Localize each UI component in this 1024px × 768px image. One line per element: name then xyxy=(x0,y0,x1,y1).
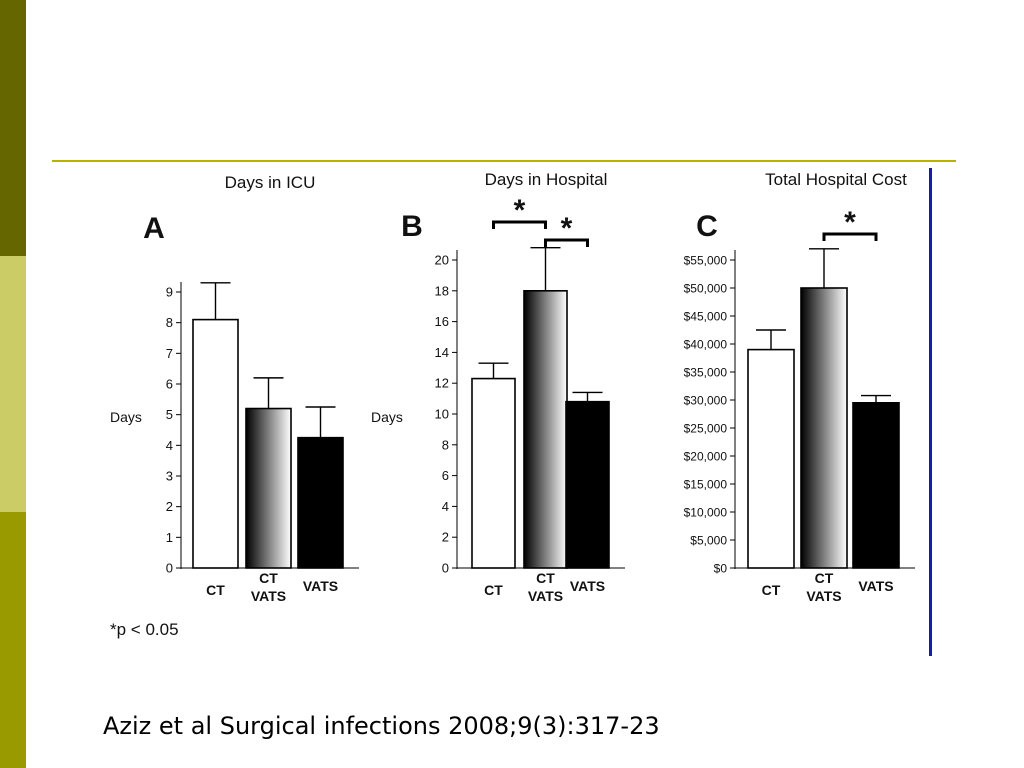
panel-a-category-label: VATS xyxy=(303,578,338,594)
panel-c-y-tick-label: $35,000 xyxy=(684,366,728,380)
figure: Days in ICU A 0 1 2 3 4 5 6 7 8 9 Days CT CT VATS VATS Da… xyxy=(110,166,930,656)
panel-c-letter: C xyxy=(696,210,718,243)
panel-c-y-tick-label: $45,000 xyxy=(684,310,728,324)
panel-a-y-tick-label: 2 xyxy=(166,499,173,514)
panel-b-y-tick-label: 0 xyxy=(442,561,449,576)
panel-b-y-tick-label: 4 xyxy=(442,499,449,514)
panel-c-y-tick-label: $0 xyxy=(714,562,728,576)
panel-a-bar xyxy=(192,318,239,569)
panel-b-y-tick-label: 16 xyxy=(435,314,449,329)
panel-a-letter: A xyxy=(143,212,165,245)
panel-b-category-label: VATS xyxy=(570,578,605,594)
bar-charts: Days in ICUA0123456789DaysCTCTVATSVATSDa… xyxy=(110,170,915,604)
panel-c-category-label: VATS xyxy=(858,578,893,594)
panel-a-bar xyxy=(297,436,344,569)
side-bar-bottom xyxy=(0,512,26,768)
side-bar-middle xyxy=(0,256,26,512)
panel-a-bar xyxy=(245,407,292,569)
panel-a-y-tick-label: 9 xyxy=(166,285,173,300)
panel-c-y-tick-label: $20,000 xyxy=(684,450,728,464)
panel-c-y-tick-label: $30,000 xyxy=(684,394,728,408)
panel-a-title: Days in ICU xyxy=(225,173,316,192)
panel-a-y-tick-label: 7 xyxy=(166,346,173,361)
panel-a-y-tick-label: 1 xyxy=(166,530,173,545)
panel-c-y-tick-label: $40,000 xyxy=(684,338,728,352)
panel-b-bar xyxy=(471,377,516,569)
panel-c-y-tick-label: $15,000 xyxy=(684,478,728,492)
panel-a-category-label: CT xyxy=(259,570,278,586)
panel-c-bar xyxy=(800,287,848,569)
panel-a-y-tick-label: 0 xyxy=(166,561,173,576)
panel-b-y-tick-label: 10 xyxy=(435,407,449,422)
panel-c-category-label: VATS xyxy=(806,588,841,604)
panel-a-y-tick-label: 4 xyxy=(166,438,173,453)
panel-a-y-tick-label: 3 xyxy=(166,469,173,484)
panel-c-category-label: CT xyxy=(762,582,781,598)
panel-a-y-tick-label: 6 xyxy=(166,377,173,392)
panel-a-category-label: VATS xyxy=(251,588,286,604)
panel-c-significance-star: * xyxy=(844,206,856,239)
side-bar-top xyxy=(0,0,26,256)
panel-b-significance-star: * xyxy=(561,212,573,245)
panel-b-significance-bracket xyxy=(492,220,547,229)
panel-b-category-label: CT xyxy=(484,582,503,598)
panel-c-title: Total Hospital Cost xyxy=(765,170,907,189)
panel-b-y-label: Days xyxy=(371,409,403,425)
panel-c-significance-bracket xyxy=(822,232,878,241)
panel-a-y-tick-label: 8 xyxy=(166,315,173,330)
panel-c-y-tick-label: $5,000 xyxy=(690,534,727,548)
panel-a-category-label: CT xyxy=(206,582,225,598)
panel-b-y-tick-label: 14 xyxy=(435,345,449,360)
panel-b-y-tick-label: 18 xyxy=(435,283,449,298)
panel-b-category-label: VATS xyxy=(528,588,563,604)
panel-b-bar xyxy=(523,290,568,569)
panel-b-significance-star: * xyxy=(514,194,526,227)
panel-a-y-label: Days xyxy=(110,409,142,425)
panel-c-y-tick-label: $50,000 xyxy=(684,282,728,296)
panel-c-y-tick-label: $25,000 xyxy=(684,422,728,436)
panel-b-y-tick-label: 8 xyxy=(442,437,449,452)
panel-b-y-tick-label: 12 xyxy=(435,376,449,391)
panel-b-letter: B xyxy=(401,210,423,243)
panel-b-significance-bracket xyxy=(544,238,589,247)
panel-c-bar xyxy=(747,348,795,569)
panel-b-title: Days in Hospital xyxy=(485,170,608,189)
panel-b-y-tick-label: 6 xyxy=(442,468,449,483)
panel-a-y-tick-label: 5 xyxy=(166,407,173,422)
title-divider xyxy=(52,160,956,162)
panel-b-y-tick-label: 20 xyxy=(435,253,449,268)
panel-c-y-tick-label: $10,000 xyxy=(684,506,728,520)
panel-c-category-label: CT xyxy=(815,570,834,586)
footnote: *p < 0.05 xyxy=(110,620,179,639)
citation: Aziz et al Surgical infections 2008;9(3)… xyxy=(103,712,660,740)
panel-b-y-tick-label: 2 xyxy=(442,530,449,545)
panel-b-category-label: CT xyxy=(536,570,555,586)
panel-b-bar xyxy=(565,400,610,569)
figure-edge xyxy=(929,168,932,656)
panel-c-y-tick-label: $55,000 xyxy=(684,254,728,268)
panel-c-bar xyxy=(852,402,900,569)
